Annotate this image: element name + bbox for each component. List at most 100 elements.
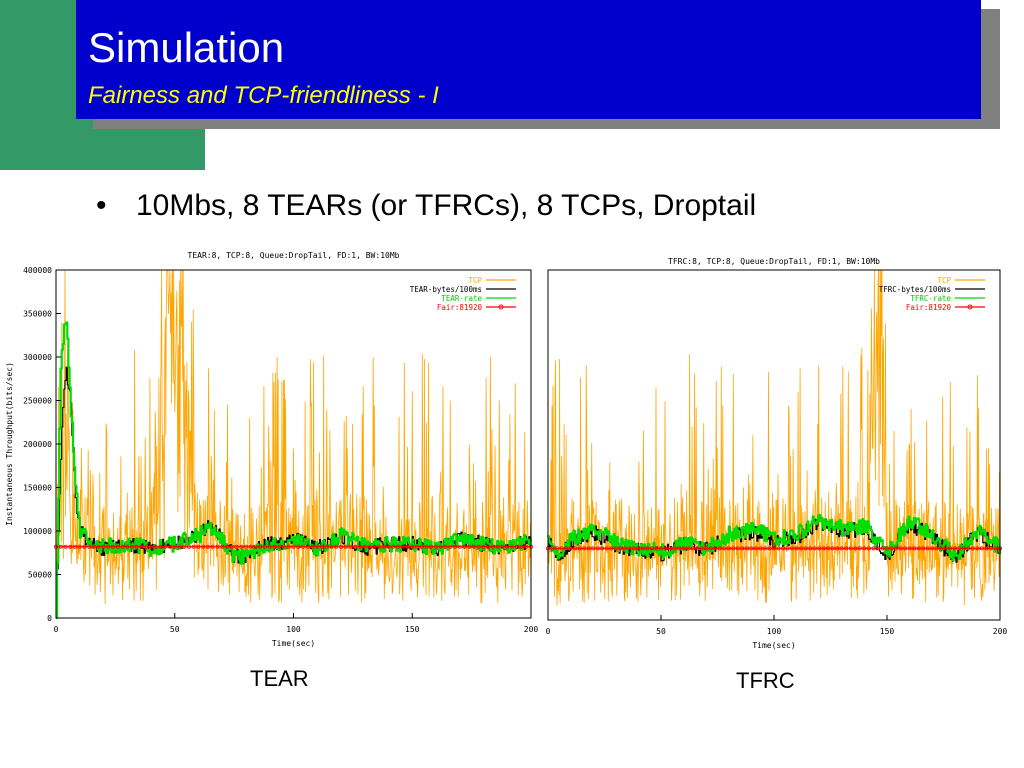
- series-marker: [609, 546, 614, 551]
- series-marker: [889, 546, 894, 551]
- series-marker: [462, 544, 467, 549]
- series-marker: [866, 546, 871, 551]
- legend-label: TEAR-rate: [441, 294, 482, 303]
- series-marker: [794, 546, 799, 551]
- series-marker: [613, 546, 618, 551]
- series-marker: [586, 546, 591, 551]
- slide-subtitle: Fairness and TCP-friendliness - I: [88, 82, 439, 109]
- series-marker: [577, 546, 582, 551]
- series-marker: [925, 546, 930, 551]
- series-marker: [73, 544, 78, 549]
- series-marker: [286, 544, 291, 549]
- series-marker: [367, 544, 372, 549]
- series-marker: [243, 544, 248, 549]
- series-marker: [555, 546, 560, 551]
- x-tick-label: 0: [54, 625, 59, 634]
- y-tick-label: 350000: [23, 310, 52, 319]
- series-line: [55, 269, 532, 607]
- y-tick-label: 400000: [23, 266, 52, 275]
- series-marker: [812, 546, 817, 551]
- series-marker: [771, 546, 776, 551]
- series-marker: [677, 546, 682, 551]
- x-tick-label: 100: [767, 627, 782, 636]
- series-marker: [486, 544, 491, 549]
- series-marker: [129, 544, 134, 549]
- series-marker: [343, 544, 348, 549]
- series-marker: [353, 544, 358, 549]
- series-marker: [898, 546, 903, 551]
- x-axis-label: Time(sec): [752, 641, 795, 650]
- series-marker: [144, 544, 149, 549]
- series-marker: [776, 546, 781, 551]
- series-marker: [92, 544, 97, 549]
- series-marker: [348, 544, 353, 549]
- series-marker: [903, 546, 908, 551]
- series-marker: [452, 544, 457, 549]
- series-marker: [686, 546, 691, 551]
- x-tick-label: 150: [880, 627, 895, 636]
- series-marker: [704, 546, 709, 551]
- series-marker: [58, 544, 63, 549]
- series-marker: [993, 546, 998, 551]
- series-marker: [591, 546, 596, 551]
- series-marker: [604, 546, 609, 551]
- series-marker: [988, 546, 993, 551]
- series-marker: [622, 546, 627, 551]
- series-marker: [433, 544, 438, 549]
- series-marker: [618, 546, 623, 551]
- series-marker: [424, 544, 429, 549]
- series-marker: [907, 546, 912, 551]
- series-marker: [448, 544, 453, 549]
- series-marker: [717, 546, 722, 551]
- series-marker: [443, 544, 448, 549]
- series-marker: [215, 544, 220, 549]
- bullet-text: 10Mbs, 8 TEARs (or TFRCs), 8 TCPs, Dropt…: [136, 189, 757, 222]
- y-tick-label: 200000: [23, 440, 52, 449]
- series-marker: [125, 544, 130, 549]
- y-tick-label: 300000: [23, 353, 52, 362]
- series-marker: [817, 546, 822, 551]
- x-tick-label: 150: [405, 625, 420, 634]
- series-marker: [77, 544, 82, 549]
- chart-title: TEAR:8, TCP:8, Queue:DropTail, FD:1, BW:…: [188, 251, 400, 260]
- series-marker: [884, 546, 889, 551]
- series-marker: [177, 544, 182, 549]
- series-marker: [672, 546, 677, 551]
- legend-label: Fair:81920: [906, 303, 952, 312]
- series-marker: [239, 544, 244, 549]
- series-marker: [695, 546, 700, 551]
- series-marker: [438, 544, 443, 549]
- legend-marker: [967, 304, 973, 310]
- series-marker: [139, 544, 144, 549]
- series-marker: [649, 546, 654, 551]
- series-marker: [410, 544, 415, 549]
- series-marker: [111, 544, 116, 549]
- series-marker: [857, 546, 862, 551]
- series-marker: [220, 544, 225, 549]
- series-marker: [519, 544, 524, 549]
- series-marker: [844, 546, 849, 551]
- series-marker: [167, 544, 172, 549]
- series-marker: [262, 544, 267, 549]
- series-marker: [627, 546, 632, 551]
- series-marker: [826, 546, 831, 551]
- series-marker: [457, 544, 462, 549]
- series-marker: [559, 546, 564, 551]
- legend-label: TCP: [937, 276, 951, 285]
- series-marker: [821, 546, 826, 551]
- caption-tear: TEAR: [250, 666, 309, 691]
- series-marker: [930, 546, 935, 551]
- series-marker: [210, 544, 215, 549]
- series-marker: [731, 546, 736, 551]
- series-line: [546, 513, 1002, 562]
- legend-label: TCP: [468, 276, 482, 285]
- series-marker: [96, 544, 101, 549]
- series-marker: [172, 544, 177, 549]
- series-marker: [467, 544, 472, 549]
- series-marker: [808, 546, 813, 551]
- series-marker: [182, 544, 187, 549]
- series-marker: [762, 546, 767, 551]
- series-marker: [357, 544, 362, 549]
- series-marker: [659, 546, 664, 551]
- x-tick-label: 50: [170, 625, 180, 634]
